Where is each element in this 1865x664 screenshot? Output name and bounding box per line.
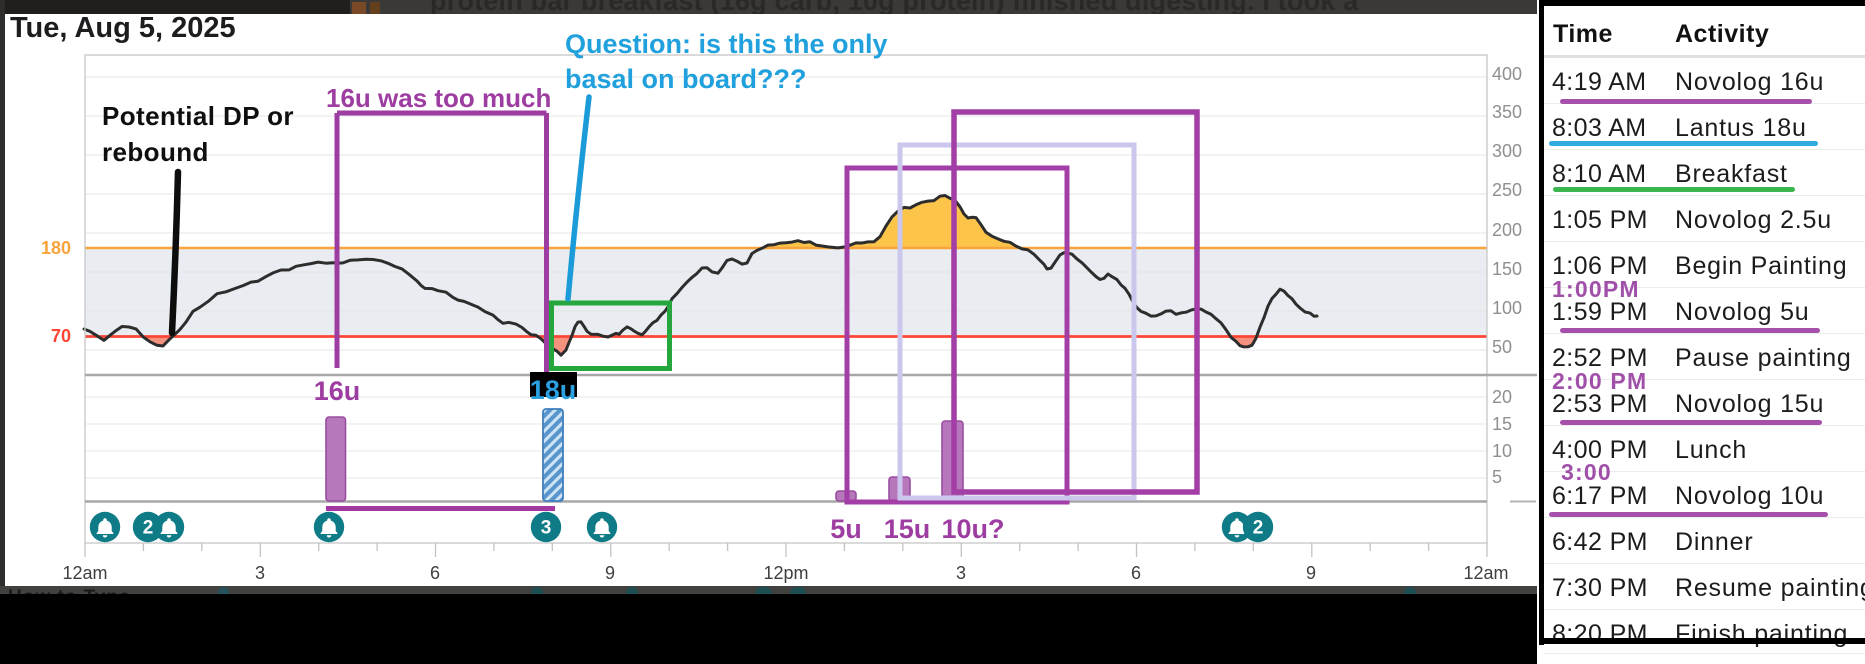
svg-text:16u: 16u	[314, 376, 361, 406]
svg-text:16u was too much: 16u was too much	[326, 83, 551, 113]
svg-text:9: 9	[1306, 563, 1316, 583]
svg-text:12am: 12am	[62, 563, 107, 583]
svg-text:3: 3	[255, 563, 265, 583]
svg-text:6: 6	[1131, 563, 1141, 583]
svg-text:Question: is this the only: Question: is this the only	[565, 29, 888, 59]
svg-text:18u: 18u	[530, 375, 577, 405]
svg-text:10: 10	[1492, 441, 1512, 461]
svg-text:15: 15	[1492, 414, 1512, 434]
svg-text:3: 3	[956, 563, 966, 583]
svg-text:2: 2	[1253, 518, 1264, 539]
svg-text:150: 150	[1492, 259, 1522, 279]
svg-text:2: 2	[143, 518, 154, 539]
svg-text:Potential DP or: Potential DP or	[102, 101, 294, 131]
svg-text:9: 9	[605, 563, 615, 583]
svg-text:200: 200	[1492, 220, 1522, 240]
svg-text:400: 400	[1492, 64, 1522, 84]
svg-text:6: 6	[430, 563, 440, 583]
svg-text:10u?: 10u?	[941, 514, 1004, 544]
svg-text:250: 250	[1492, 180, 1522, 200]
svg-text:12am: 12am	[1463, 563, 1508, 583]
svg-text:rebound: rebound	[102, 137, 209, 167]
svg-text:5u: 5u	[830, 514, 862, 544]
svg-text:350: 350	[1492, 102, 1522, 122]
svg-text:15u: 15u	[884, 514, 931, 544]
svg-text:50: 50	[1492, 337, 1512, 357]
svg-text:180: 180	[41, 238, 71, 258]
svg-text:basal on board???: basal on board???	[565, 64, 807, 94]
svg-text:5: 5	[1492, 467, 1502, 487]
svg-text:3: 3	[541, 518, 552, 539]
svg-text:70: 70	[51, 326, 71, 346]
svg-text:300: 300	[1492, 141, 1522, 161]
svg-text:12pm: 12pm	[763, 563, 808, 583]
svg-text:20: 20	[1492, 387, 1512, 407]
svg-text:100: 100	[1492, 298, 1522, 318]
